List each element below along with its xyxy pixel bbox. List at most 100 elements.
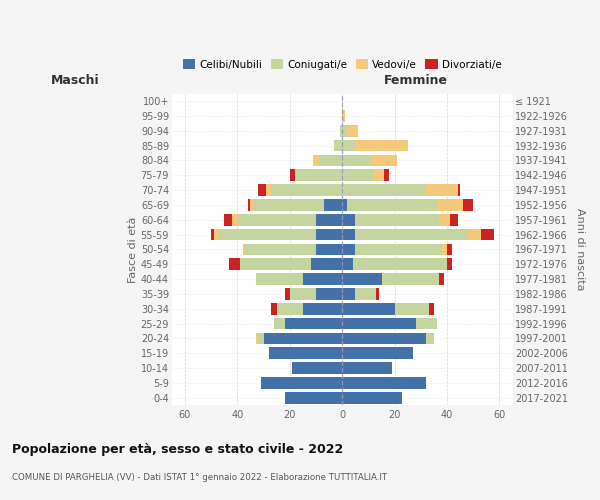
Bar: [342, 303, 395, 314]
Bar: [256, 332, 259, 344]
Bar: [442, 244, 447, 255]
Bar: [342, 392, 403, 404]
Bar: [458, 184, 460, 196]
Bar: [232, 214, 238, 226]
Bar: [439, 214, 449, 226]
Bar: [292, 362, 342, 374]
Text: COMUNE DI PARGHELIA (VV) - Dati ISTAT 1° gennaio 2022 - Elaborazione TUTTITALIA.: COMUNE DI PARGHELIA (VV) - Dati ISTAT 1°…: [12, 472, 387, 482]
Bar: [342, 125, 347, 136]
Bar: [342, 154, 371, 166]
Bar: [269, 348, 342, 359]
Bar: [274, 318, 284, 330]
Bar: [242, 244, 245, 255]
Bar: [311, 258, 342, 270]
Bar: [463, 199, 473, 210]
Bar: [211, 229, 214, 240]
Bar: [261, 377, 342, 388]
Bar: [248, 199, 250, 210]
Bar: [416, 318, 437, 330]
Bar: [238, 214, 316, 226]
Bar: [353, 258, 447, 270]
Bar: [253, 199, 324, 210]
Bar: [271, 184, 342, 196]
Bar: [342, 170, 374, 181]
Bar: [340, 125, 342, 136]
Bar: [316, 229, 342, 240]
Bar: [316, 244, 342, 255]
Bar: [284, 288, 290, 300]
Text: Femmine: Femmine: [383, 74, 448, 88]
Bar: [290, 288, 316, 300]
Bar: [376, 288, 379, 300]
Bar: [342, 258, 353, 270]
Bar: [284, 392, 342, 404]
Bar: [316, 214, 342, 226]
Bar: [263, 332, 342, 344]
Bar: [481, 229, 494, 240]
Bar: [224, 214, 232, 226]
Y-axis label: Anni di nascita: Anni di nascita: [575, 208, 585, 290]
Bar: [342, 140, 355, 151]
Bar: [428, 303, 434, 314]
Bar: [324, 199, 342, 210]
Bar: [342, 318, 416, 330]
Bar: [342, 110, 345, 122]
Bar: [439, 274, 445, 285]
Bar: [245, 244, 316, 255]
Text: Maschi: Maschi: [50, 74, 99, 88]
Bar: [355, 244, 442, 255]
Legend: Celibi/Nubili, Coniugati/e, Vedovi/e, Divorziati/e: Celibi/Nubili, Coniugati/e, Vedovi/e, Di…: [179, 56, 506, 74]
Bar: [342, 274, 382, 285]
Bar: [240, 258, 311, 270]
Bar: [277, 303, 303, 314]
Bar: [382, 274, 439, 285]
Bar: [342, 332, 426, 344]
Bar: [355, 229, 468, 240]
Bar: [303, 303, 342, 314]
Bar: [355, 288, 376, 300]
Bar: [374, 170, 384, 181]
Bar: [347, 199, 437, 210]
Bar: [271, 303, 277, 314]
Bar: [342, 348, 413, 359]
Bar: [219, 229, 316, 240]
Bar: [214, 229, 219, 240]
Text: Popolazione per età, sesso e stato civile - 2022: Popolazione per età, sesso e stato civil…: [12, 442, 343, 456]
Bar: [266, 184, 271, 196]
Bar: [256, 274, 303, 285]
Bar: [347, 125, 358, 136]
Bar: [250, 199, 253, 210]
Bar: [437, 199, 463, 210]
Bar: [426, 184, 458, 196]
Bar: [284, 318, 342, 330]
Bar: [295, 170, 342, 181]
Bar: [371, 154, 397, 166]
Bar: [313, 154, 319, 166]
Bar: [395, 303, 428, 314]
Bar: [355, 140, 408, 151]
Bar: [355, 214, 439, 226]
Bar: [229, 258, 240, 270]
Bar: [342, 244, 355, 255]
Bar: [334, 140, 342, 151]
Bar: [449, 214, 458, 226]
Bar: [447, 244, 452, 255]
Bar: [342, 214, 355, 226]
Bar: [468, 229, 481, 240]
Bar: [342, 229, 355, 240]
Bar: [342, 377, 426, 388]
Bar: [384, 170, 389, 181]
Bar: [426, 332, 434, 344]
Bar: [342, 199, 347, 210]
Bar: [290, 170, 295, 181]
Y-axis label: Fasce di età: Fasce di età: [128, 216, 138, 282]
Bar: [342, 288, 355, 300]
Bar: [259, 332, 263, 344]
Bar: [447, 258, 452, 270]
Bar: [319, 154, 342, 166]
Bar: [259, 184, 266, 196]
Bar: [342, 362, 392, 374]
Bar: [316, 288, 342, 300]
Bar: [303, 274, 342, 285]
Bar: [342, 184, 426, 196]
